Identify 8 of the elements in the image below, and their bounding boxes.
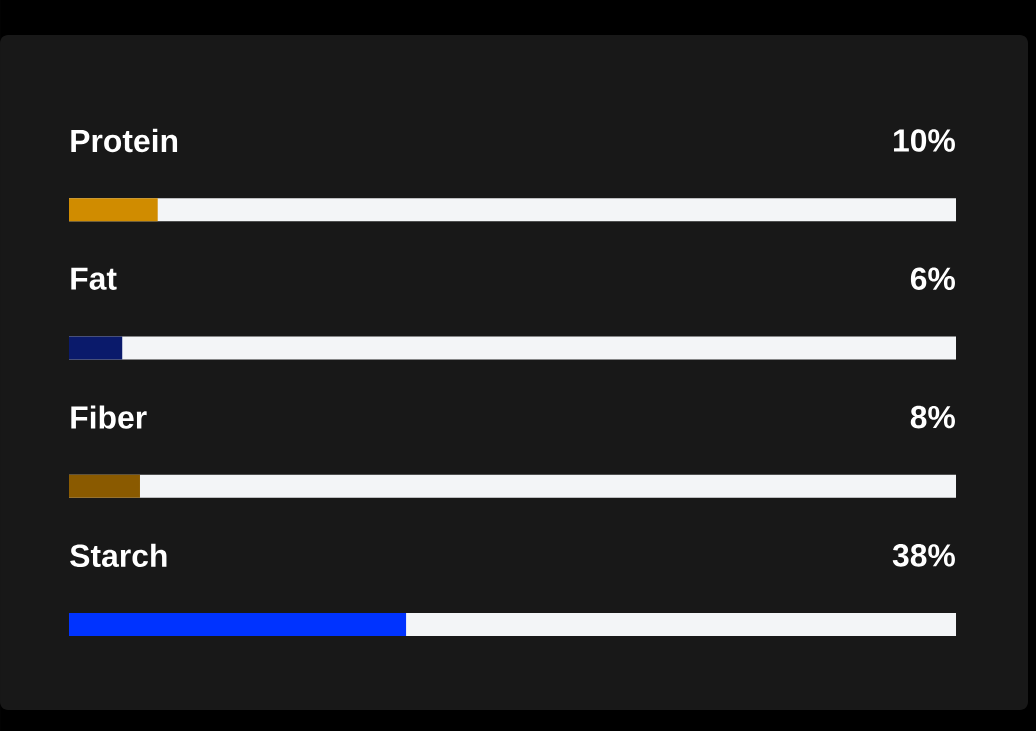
y-tick-label: Fiber <box>71 405 147 429</box>
y-tick-label: Protein <box>71 128 178 153</box>
data-label: 6% <box>910 267 955 291</box>
data-label: 10% <box>894 129 955 152</box>
data-label: 8% <box>910 405 955 429</box>
data-label: 38% <box>892 544 955 567</box>
y-tick-label: Fat <box>71 267 117 290</box>
y-tick-label: Starch <box>70 543 167 568</box>
